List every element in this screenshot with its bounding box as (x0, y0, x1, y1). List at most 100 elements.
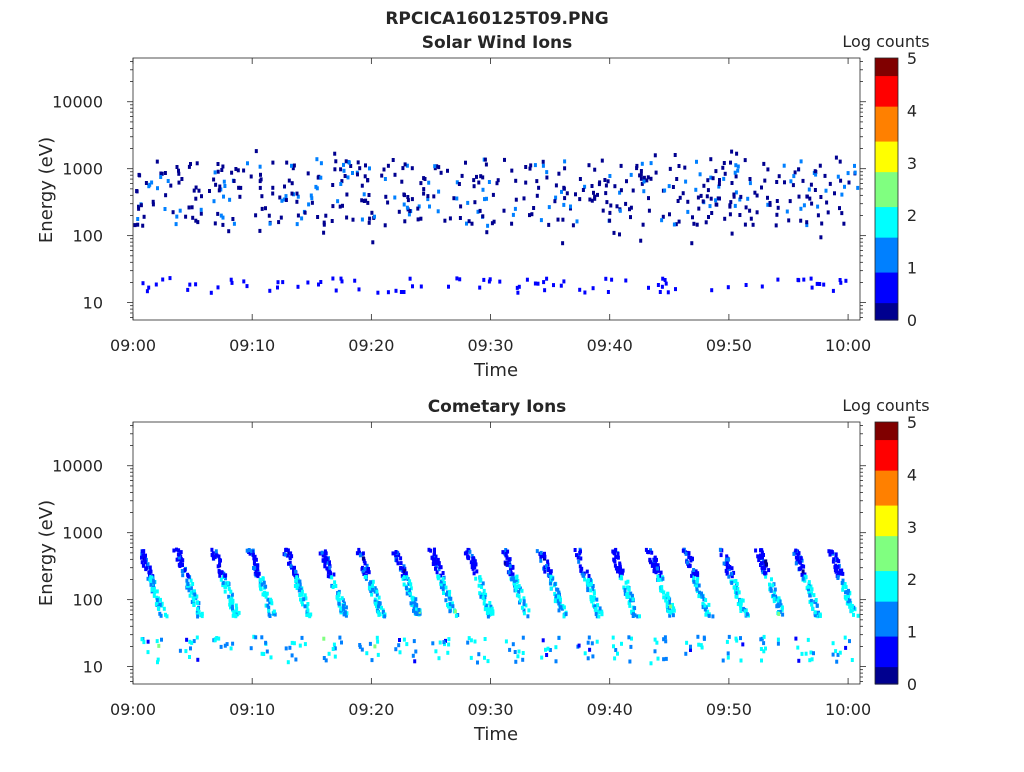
heatmap-cell (246, 161, 249, 166)
heatmap-cell (579, 556, 583, 561)
heatmap-cell (195, 635, 199, 640)
heatmap-cell (653, 555, 657, 560)
colorbar-segment (875, 587, 898, 593)
colorbar-segment (875, 470, 898, 475)
colorbar-segment (875, 635, 898, 641)
heatmap-cell (591, 654, 595, 659)
heatmap-cell (199, 207, 203, 212)
heatmap-cell (485, 230, 489, 235)
heatmap-cell (608, 210, 612, 215)
colorbar-segment (875, 119, 898, 125)
heatmap-cell (326, 570, 330, 575)
heatmap-cell (668, 166, 672, 171)
heatmap-cell (409, 586, 413, 591)
colorbar-segment (875, 649, 898, 655)
heatmap-cell (303, 604, 307, 609)
heatmap-cell (318, 551, 322, 556)
heatmap-cell (288, 560, 292, 565)
heatmap-cell (306, 280, 310, 285)
heatmap-cell (492, 219, 496, 224)
heatmap-cell (343, 174, 347, 178)
heatmap-cell (327, 651, 331, 656)
heatmap-cell (280, 198, 284, 203)
heatmap-cell (642, 179, 646, 184)
heatmap-cell (603, 178, 607, 182)
heatmap-cell (516, 654, 520, 659)
heatmap-cell (302, 597, 306, 602)
heatmap-cell (293, 584, 297, 588)
heatmap-cell (301, 602, 304, 607)
heatmap-cell (514, 659, 518, 664)
heatmap-cell (284, 194, 288, 199)
heatmap-cell (290, 163, 293, 168)
heatmap-cell (627, 600, 631, 605)
colorbar-segment (875, 245, 898, 251)
heatmap-cell (295, 222, 299, 227)
colorbar-segment (875, 526, 898, 532)
heatmap-cell (647, 196, 650, 201)
heatmap-cell (333, 580, 337, 585)
heatmap-cell (522, 599, 526, 604)
colorbar-segment (875, 258, 898, 264)
heatmap-cell (269, 655, 273, 660)
heatmap-cell (681, 548, 685, 553)
heatmap-cell (256, 567, 260, 572)
heatmap-cell (580, 566, 584, 571)
heatmap-cell (391, 158, 395, 162)
heatmap-cell (483, 197, 486, 202)
heatmap-cell (653, 649, 657, 654)
heatmap-cell (575, 553, 578, 558)
heatmap-cell (774, 223, 778, 228)
heatmap-cell (586, 588, 590, 593)
heatmap-cell (671, 602, 674, 607)
heatmap-cell (583, 651, 587, 656)
heatmap-cell (365, 563, 369, 568)
heatmap-cell (296, 194, 300, 199)
heatmap-cell (149, 578, 153, 583)
heatmap-cell (151, 578, 155, 583)
heatmap-cell (571, 223, 575, 228)
heatmap-cell (356, 160, 360, 165)
heatmap-cell (294, 579, 298, 584)
heatmap-cell (557, 608, 561, 613)
heatmap-cell (618, 190, 622, 195)
heatmap-cell (841, 584, 845, 589)
heatmap-cell (282, 197, 286, 202)
heatmap-cell (838, 650, 842, 655)
heatmap-cell (175, 547, 178, 552)
colorbar-segment (875, 679, 898, 685)
heatmap-cell (172, 548, 176, 553)
heatmap-cell (667, 600, 671, 605)
heatmap-cell (586, 578, 590, 583)
colorbar-segment (875, 644, 898, 650)
heatmap-cell (143, 560, 147, 565)
x-tick-label: 09:50 (706, 700, 752, 719)
heatmap-cell (511, 564, 515, 569)
heatmap-cell (586, 656, 590, 661)
heatmap-cell (845, 589, 849, 594)
heatmap-cell (137, 206, 141, 211)
heatmap-cell (761, 567, 765, 572)
heatmap-cell (532, 206, 536, 210)
heatmap-cell (190, 600, 194, 604)
heatmap-cell (548, 569, 552, 574)
heatmap-cell (689, 558, 693, 563)
heatmap-cell (146, 576, 150, 581)
heatmap-cell (540, 655, 544, 660)
heatmap-cell (535, 549, 539, 554)
heatmap-cell (223, 643, 227, 648)
heatmap-cell (736, 164, 740, 169)
heatmap-cell (511, 212, 515, 217)
colorbar-segment (875, 206, 898, 212)
colorbar-tick-label: 3 (907, 154, 917, 173)
heatmap-cell (216, 162, 220, 166)
heatmap-cell (485, 196, 488, 201)
heatmap-cell (557, 601, 561, 606)
heatmap-cell (695, 584, 698, 589)
heatmap-cell (645, 178, 649, 183)
heatmap-cell (760, 658, 763, 663)
heatmap-cell (155, 598, 159, 603)
heatmap-cell (455, 276, 459, 281)
colorbar-segment (875, 202, 898, 208)
colorbar-tick-label: 1 (907, 623, 917, 642)
